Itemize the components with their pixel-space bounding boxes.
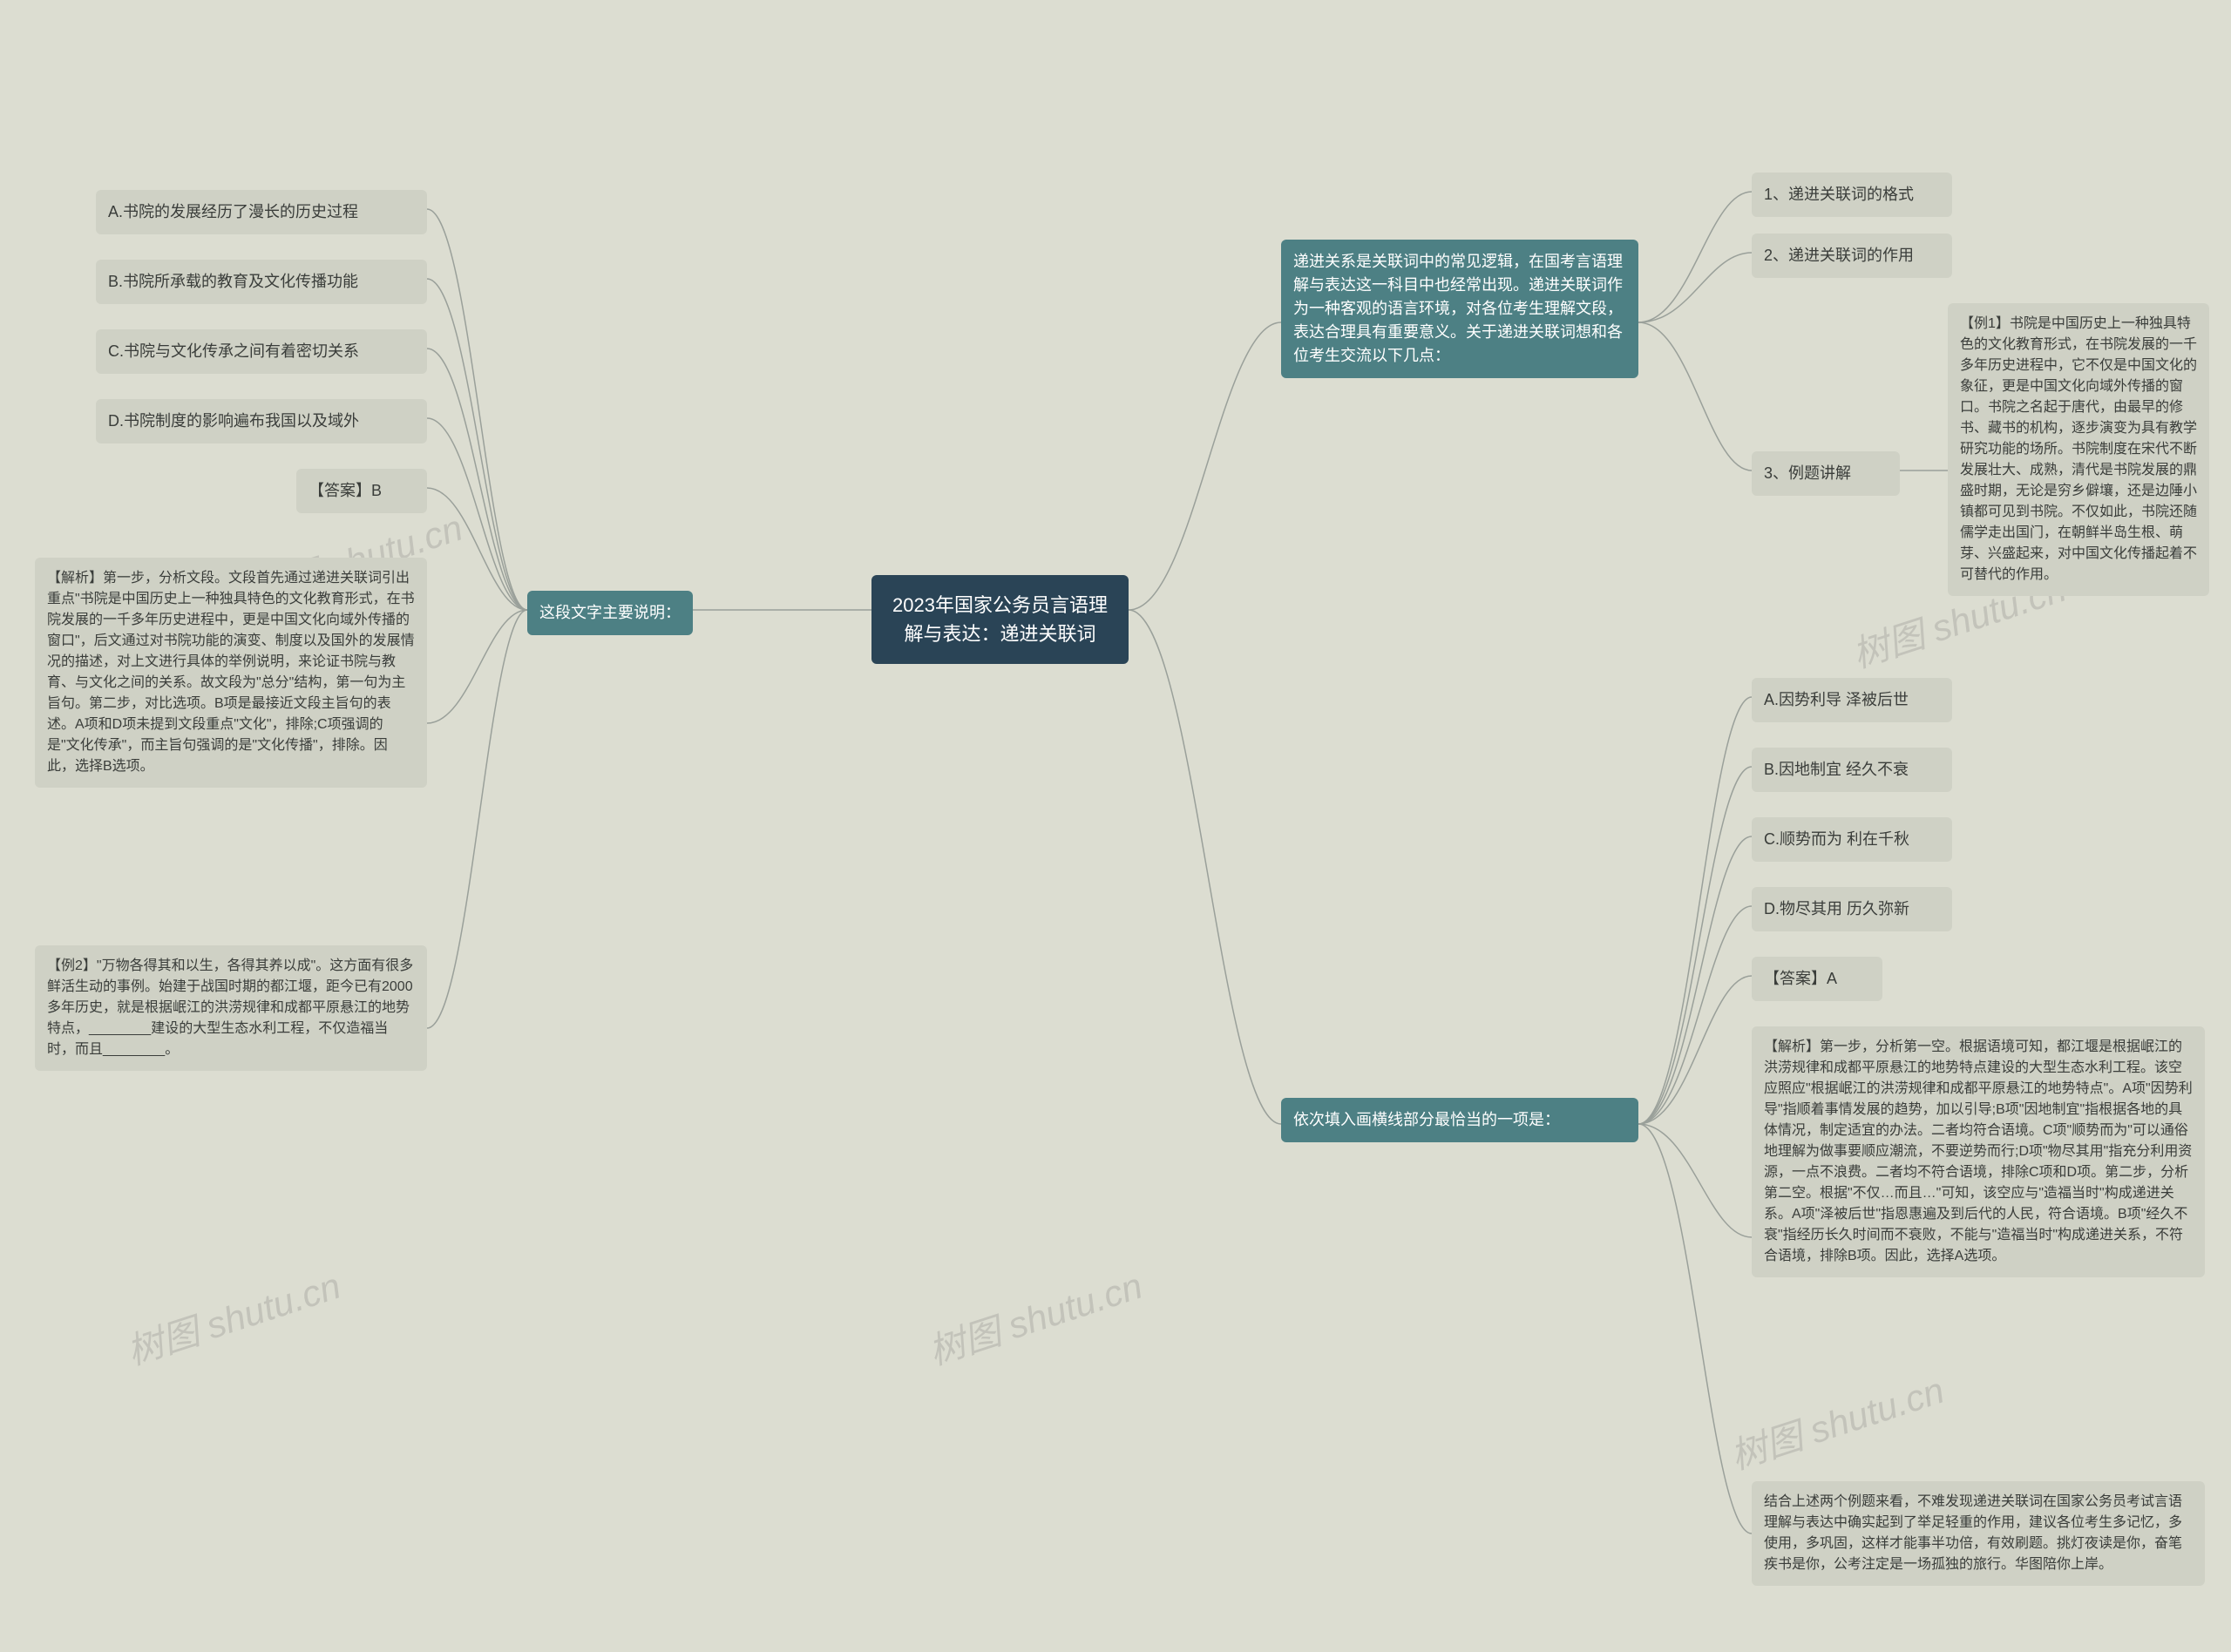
intro-child-2[interactable]: 2、递进关联词的作用 [1752,234,1952,278]
intro-child-3[interactable]: 3、例题讲解 [1752,451,1900,496]
watermark: 树图 shutu.cn [1723,1361,1950,1480]
fill-opt-b[interactable]: B.因地制宜 经久不衰 [1752,748,1952,792]
fill-opt-a[interactable]: A.因势利导 泽被后世 [1752,678,1952,722]
fill-opt-d[interactable]: D.物尽其用 历久弥新 [1752,887,1952,931]
left-analysis[interactable]: 【解析】第一步，分析文段。文段首先通过递进关联词引出重点"书院是中国历史上一种独… [35,558,427,788]
left-prompt-node[interactable]: 这段文字主要说明： [527,591,693,635]
intro-child-1[interactable]: 1、递进关联词的格式 [1752,173,1952,217]
fill-analysis[interactable]: 【解析】第一步，分析第一空。根据语境可知，都江堰是根据岷江的洪涝规律和成都平原悬… [1752,1026,2205,1277]
root-node[interactable]: 2023年国家公务员言语理解与表达：递进关联词 [871,575,1129,664]
example1-detail[interactable]: 【例1】书院是中国历史上一种独具特色的文化教育形式，在书院发展的一千多年历史进程… [1948,303,2209,596]
left-opt-c[interactable]: C.书院与文化传承之间有着密切关系 [96,329,427,374]
fill-answer[interactable]: 【答案】A [1752,957,1882,1001]
fill-summary[interactable]: 结合上述两个例题来看，不难发现递进关联词在国家公务员考试言语理解与表达中确实起到… [1752,1481,2205,1586]
fill-prompt-node[interactable]: 依次填入画横线部分最恰当的一项是： [1281,1098,1638,1142]
left-opt-a[interactable]: A.书院的发展经历了漫长的历史过程 [96,190,427,234]
left-example2[interactable]: 【例2】"万物各得其和以生，各得其养以成"。这方面有很多鲜活生动的事例。始建于战… [35,945,427,1071]
left-opt-d[interactable]: D.书院制度的影响遍布我国以及域外 [96,399,427,443]
watermark: 树图 shutu.cn [921,1256,1149,1376]
fill-opt-c[interactable]: C.顺势而为 利在千秋 [1752,817,1952,862]
left-answer[interactable]: 【答案】B [296,469,427,513]
right-intro-node[interactable]: 递进关系是关联词中的常见逻辑，在国考言语理解与表达这一科目中也经常出现。递进关联… [1281,240,1638,378]
left-opt-b[interactable]: B.书院所承载的教育及文化传播功能 [96,260,427,304]
watermark: 树图 shutu.cn [119,1256,347,1376]
